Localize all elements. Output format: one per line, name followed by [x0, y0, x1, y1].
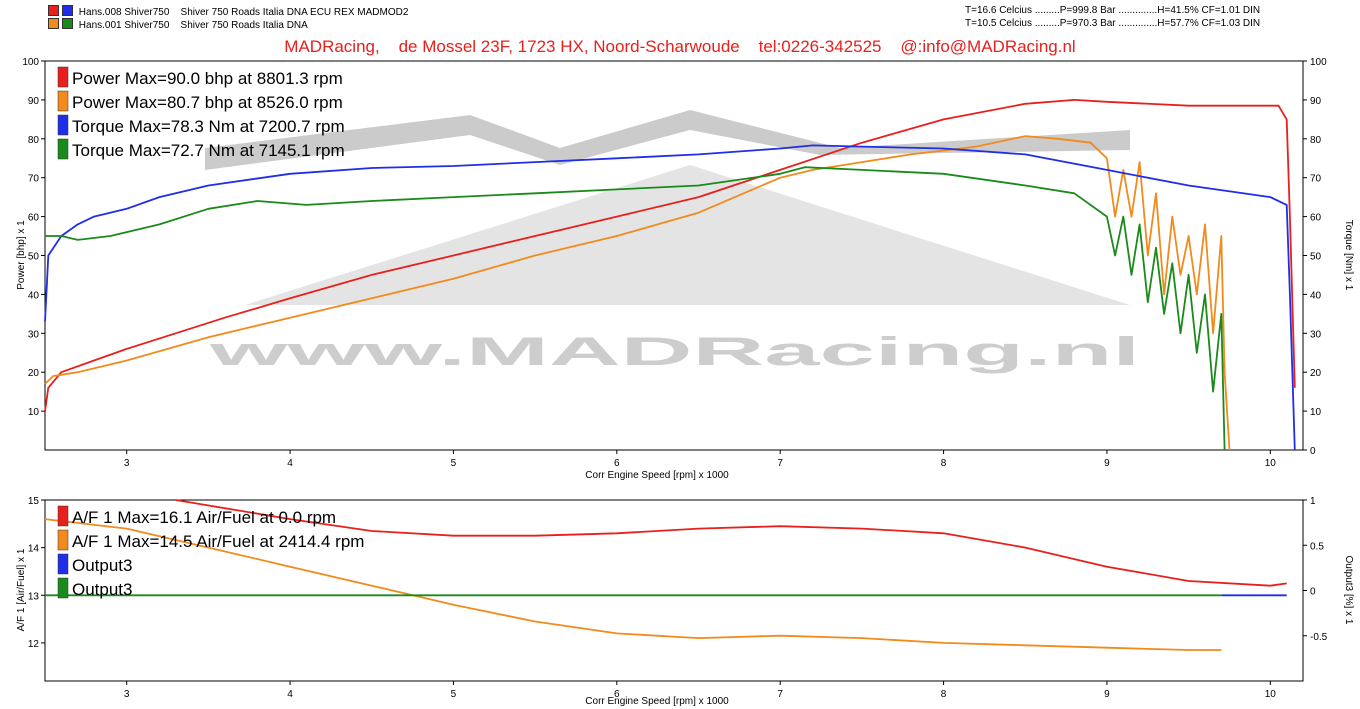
y2-tick-label: 20 [1310, 368, 1322, 379]
y-tick-label: 50 [28, 252, 40, 263]
series-line-2 [44, 518, 1222, 651]
legend-swatch-4 [57, 577, 69, 599]
y2-tick-label: 100 [1310, 57, 1327, 68]
run-row-1: Hans.008 Shiver750 Shiver 750 Roads Ital… [48, 5, 408, 19]
watermark-logo: www.MADRacing.nl [205, 110, 1140, 374]
y2-tick-label: 10 [1310, 407, 1322, 418]
x-tick-label: 9 [1104, 458, 1110, 469]
x-tick-label: 9 [1104, 689, 1110, 700]
x-tick-label: 3 [124, 458, 130, 469]
y2-tick-label: 0 [1310, 446, 1316, 457]
legend-label-2: Power Max=80.7 bhp at 8526.0 rpm [72, 93, 343, 112]
x-tick-label: 7 [777, 689, 783, 700]
bottom-x-axis-title: Corr Engine Speed [rpm] x 1000 [585, 696, 729, 707]
bottom-y-axis-title: A/F 1 [Air/Fuel] x 1 [16, 548, 27, 631]
legend-label-3: Output3 [72, 556, 133, 575]
y-tick-label: 13 [28, 591, 40, 602]
x-tick-label: 8 [941, 458, 947, 469]
y-tick-label: 60 [28, 213, 40, 224]
x-tick-label: 6 [614, 689, 620, 700]
x-tick-label: 3 [124, 689, 130, 700]
watermark-text: www.MADRacing.nl [208, 330, 1140, 374]
x-tick-label: 4 [287, 689, 293, 700]
air-fuel-chart: 3 4 5 6 7 8 9 10 12 13 14 15 -0.5 0 0.5 1 A/F 1 Max=16.… [16, 496, 1354, 707]
run-1-name: Hans.008 Shiver750 [78, 7, 170, 18]
y2-tick-label: 1 [1310, 496, 1316, 507]
y-tick-label: 10 [28, 407, 40, 418]
run-2-color-b-swatch [62, 18, 73, 29]
legend-swatch-3 [57, 553, 69, 575]
run-2-desc: Shiver 750 Roads Italia DNA [180, 20, 308, 31]
legend-label-4: Output3 [72, 580, 133, 599]
y-tick-label: 70 [28, 174, 40, 185]
legend-swatch-4 [57, 138, 69, 160]
y2-tick-label: -0.5 [1310, 632, 1328, 643]
y-tick-label: 12 [28, 639, 40, 650]
y2-tick-label: 0 [1310, 587, 1316, 598]
series-line-3 [44, 144, 1296, 451]
y-tick-label: 15 [28, 496, 40, 507]
series-line-1 [44, 99, 1296, 412]
y2-tick-label: 30 [1310, 329, 1322, 340]
series-line-1 [175, 499, 1287, 587]
x-tick-label: 10 [1265, 458, 1277, 469]
legend-label-4: Torque Max=72.7 Nm at 7145.1 rpm [72, 141, 345, 160]
x-tick-label: 6 [614, 458, 620, 469]
y-tick-label: 20 [28, 368, 40, 379]
x-tick-label: 4 [287, 458, 293, 469]
power-torque-chart: www.MADRacing.nl 3 4 5 6 7 8 9 10 10 20 30 40 50 60 70… [16, 57, 1354, 480]
run-2-conditions: T=10.5 Celcius .........P=970.3 Bar ....… [965, 18, 1261, 29]
series-line-4 [45, 166, 1226, 451]
x-tick-label: 10 [1265, 689, 1277, 700]
company-banner: MADRacing, de Mossel 23F, 1723 HX, Noord… [284, 37, 1076, 56]
run-1-color-a-swatch [48, 5, 59, 16]
y2-tick-label: 0.5 [1310, 541, 1324, 552]
y-tick-label: 30 [28, 329, 40, 340]
legend-label-3: Torque Max=78.3 Nm at 7200.7 rpm [72, 117, 345, 136]
legend-swatch-1 [57, 505, 69, 527]
run-row-2: Hans.001 Shiver750 Shiver 750 Roads Ital… [48, 18, 308, 32]
legend-label-2: A/F 1 Max=14.5 Air/Fuel at 2414.4 rpm [72, 532, 364, 551]
legend-swatch-1 [57, 66, 69, 88]
top-y2-axis-title: Torque [Nm] x 1 [1343, 220, 1354, 291]
y2-tick-label: 50 [1310, 252, 1322, 263]
run-1-conditions: T=16.6 Celcius .........P=999.8 Bar ....… [965, 5, 1261, 16]
y-tick-label: 90 [28, 96, 40, 107]
y2-tick-label: 80 [1310, 135, 1322, 146]
y-tick-label: 80 [28, 135, 40, 146]
run-1-desc: Shiver 750 Roads Italia DNA ECU REX MADM… [180, 7, 409, 18]
run-1-color-b-swatch [62, 5, 73, 16]
x-tick-label: 5 [451, 458, 457, 469]
legend-swatch-2 [57, 90, 69, 112]
y-tick-label: 100 [22, 57, 39, 68]
y2-tick-label: 60 [1310, 213, 1322, 224]
legend-swatch-2 [57, 529, 69, 551]
legend-label-1: A/F 1 Max=16.1 Air/Fuel at 0.0 rpm [72, 508, 336, 527]
y2-tick-label: 70 [1310, 174, 1322, 185]
legend-swatch-3 [57, 114, 69, 136]
x-tick-label: 7 [777, 458, 783, 469]
x-tick-label: 5 [451, 689, 457, 700]
top-y-axis-title: Power [bhp] x 1 [16, 220, 27, 290]
run-2-color-a-swatch [48, 18, 59, 29]
top-x-axis-title: Corr Engine Speed [rpm] x 1000 [585, 470, 729, 480]
series-line-2 [44, 135, 1231, 451]
y2-tick-label: 90 [1310, 96, 1322, 107]
y2-tick-label: 40 [1310, 290, 1322, 301]
legend-label-1: Power Max=90.0 bhp at 8801.3 rpm [72, 69, 343, 88]
y-tick-label: 40 [28, 290, 40, 301]
y-tick-label: 14 [28, 544, 40, 555]
run-2-name: Hans.001 Shiver750 [78, 20, 170, 31]
bottom-y2-axis-title: Output3 [%] x 1 [1343, 556, 1354, 625]
x-tick-label: 8 [941, 689, 947, 700]
